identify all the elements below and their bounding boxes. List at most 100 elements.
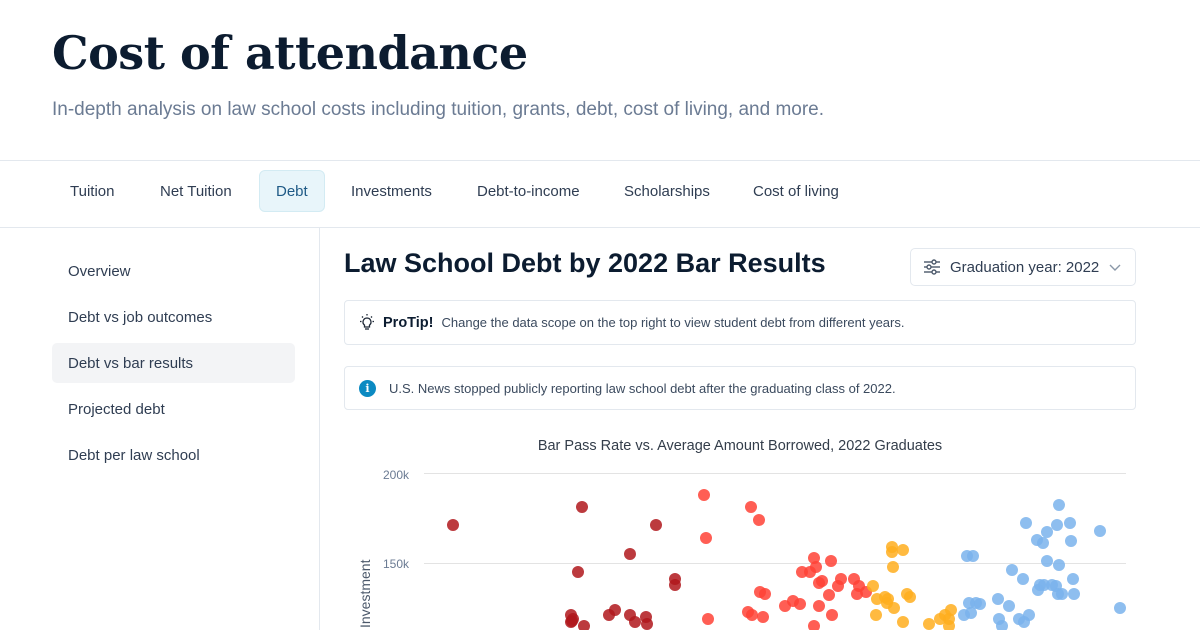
data-point[interactable] [1041,526,1054,539]
y-axis-label: Investment [357,559,373,628]
page-subtitle: In-depth analysis on law school costs in… [52,99,825,120]
data-point[interactable] [1018,616,1031,629]
data-point[interactable] [825,609,838,622]
sliders-icon [924,259,940,275]
sidebar-item-debt-vs-job-outcomes[interactable]: Debt vs job outcomes [68,308,213,326]
page-title: Cost of attendance [52,26,528,80]
data-point[interactable] [973,598,986,611]
data-point[interactable] [1016,573,1029,586]
data-point[interactable] [1114,602,1127,614]
plot-area [424,428,1127,630]
graduation-year-label: Graduation year: 2022 [950,258,1100,276]
data-point[interactable] [957,609,970,622]
data-point[interactable] [752,513,765,526]
sidebar-item-debt-vs-bar-results[interactable]: Debt vs bar results [52,343,295,383]
data-point[interactable] [810,560,823,573]
data-point[interactable] [885,546,898,559]
data-point[interactable] [943,620,956,630]
info-callout: i U.S. News stopped publicly reporting l… [344,366,1136,410]
data-point[interactable] [1056,587,1069,600]
data-point[interactable] [1031,584,1044,596]
data-point[interactable] [446,519,459,532]
tab-investments[interactable]: Investments [351,182,432,200]
data-point[interactable] [812,600,825,613]
data-point[interactable] [866,580,879,593]
graduation-year-select[interactable]: Graduation year: 2022 [910,248,1136,286]
data-point[interactable] [641,618,654,630]
data-point[interactable] [886,560,899,573]
y-tick-200k: 200k [382,468,409,482]
data-point[interactable] [897,544,910,557]
info-icon: i [359,379,376,397]
gridline [424,563,1126,564]
data-point[interactable] [813,576,826,589]
protip-label: ProTip! [383,314,434,331]
data-point[interactable] [1006,564,1019,577]
scatter-chart: Bar Pass Rate vs. Average Amount Borrowe… [344,428,1136,630]
protip-callout: ProTip! Change the data scope on the top… [344,300,1136,345]
chart-title: Bar Pass Rate vs. Average Amount Borrowe… [537,438,943,454]
sidebar-item-projected-debt[interactable]: Projected debt [68,400,165,418]
tab-net-tuition[interactable]: Net Tuition [160,182,232,200]
data-point[interactable] [1037,537,1050,550]
data-point[interactable] [879,591,892,604]
data-point[interactable] [1052,499,1065,512]
tab-scholarships[interactable]: Scholarships [624,182,710,200]
data-point[interactable] [896,616,909,629]
chevron-down-icon [1109,264,1121,271]
data-point[interactable] [1003,600,1016,613]
data-point[interactable] [1067,573,1080,586]
data-point[interactable] [1065,535,1078,548]
data-point[interactable] [745,501,758,514]
data-point[interactable] [745,609,758,622]
data-point[interactable] [933,612,946,625]
tab-cost-of-living[interactable]: Cost of living [753,182,839,200]
page-header: Cost of attendance In-depth analysis on … [0,0,1200,161]
data-point[interactable] [904,591,917,604]
data-point[interactable] [623,548,636,560]
data-point[interactable] [793,598,806,611]
data-point[interactable] [1041,555,1054,568]
data-point[interactable] [571,566,584,578]
data-point[interactable] [808,620,821,630]
data-point[interactable] [995,620,1008,630]
data-point[interactable] [578,620,591,630]
data-point[interactable] [649,519,662,532]
y-tick-150k: 150k [382,557,409,571]
data-point[interactable] [565,616,578,629]
section-tabs: Tuition Net Tuition Debt Investments Debt-to… [0,160,1200,228]
sidebar-item-debt-per-law-school[interactable]: Debt per law school [68,446,200,464]
protip-text: Change the data scope on the top right t… [441,315,905,330]
data-point[interactable] [870,609,883,622]
data-point[interactable] [1050,519,1063,532]
tab-debt-to-income[interactable]: Debt-to-income [477,182,580,200]
section-title: Law School Debt by 2022 Bar Results [344,248,826,278]
data-point[interactable] [1068,587,1081,600]
data-point[interactable] [575,501,588,514]
data-point[interactable] [825,555,838,568]
data-point[interactable] [702,612,715,625]
data-point[interactable] [1020,517,1033,530]
sidebar-item-overview[interactable]: Overview [68,262,131,280]
tab-debt[interactable]: Debt [259,170,325,212]
data-point[interactable] [823,589,836,602]
data-point[interactable] [628,616,641,629]
data-point[interactable] [923,618,936,630]
data-point[interactable] [991,593,1004,605]
data-point[interactable] [1094,524,1107,537]
tab-tuition[interactable]: Tuition [70,182,115,200]
info-text: U.S. News stopped publicly reporting law… [389,380,896,396]
data-point[interactable] [1063,517,1076,530]
data-point[interactable] [757,611,770,623]
data-point[interactable] [1052,558,1065,571]
data-point[interactable] [753,585,766,598]
data-point[interactable] [603,609,616,622]
lightbulb-icon [360,313,374,330]
data-point[interactable] [832,580,845,593]
data-point[interactable] [700,531,713,544]
data-point[interactable] [887,602,900,614]
data-point[interactable] [668,578,681,591]
data-point[interactable] [966,549,979,562]
gridline [424,473,1126,474]
data-point[interactable] [698,488,711,501]
